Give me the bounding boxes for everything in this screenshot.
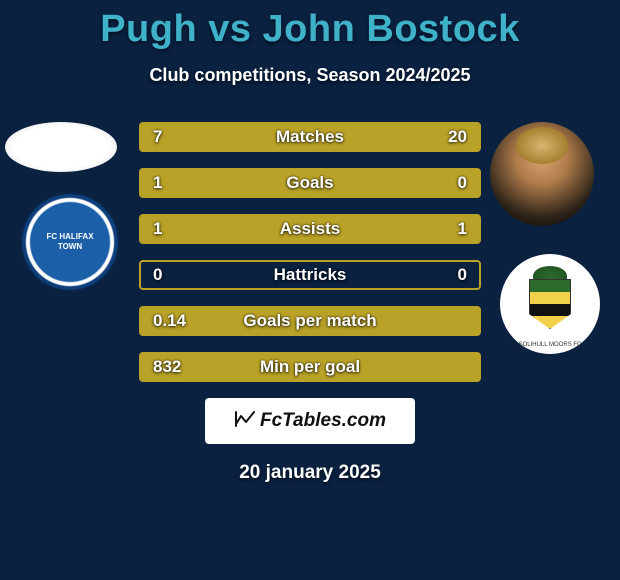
stat-value-right: 1 bbox=[399, 219, 479, 239]
stat-label: Hattricks bbox=[221, 265, 399, 285]
stat-row: 832Min per goal bbox=[139, 352, 481, 382]
stat-label: Min per goal bbox=[221, 357, 399, 377]
stat-value-right: 0 bbox=[399, 265, 479, 285]
brand-badge: FcTables.com bbox=[205, 398, 415, 444]
club-right-shield-icon bbox=[529, 279, 571, 329]
comparison-panel: FC HALIFAXTOWN SOLIHULL MOORS FC 7Matche… bbox=[0, 122, 620, 484]
stat-label: Matches bbox=[221, 127, 399, 147]
club-right-name: SOLIHULL MOORS FC bbox=[519, 342, 582, 348]
brand-text: FcTables.com bbox=[260, 410, 386, 432]
stat-label: Assists bbox=[221, 219, 399, 239]
stat-row: 0.14Goals per match bbox=[139, 306, 481, 336]
player-left-avatar bbox=[5, 122, 117, 172]
stat-row: 1Goals0 bbox=[139, 168, 481, 198]
stat-value-left: 0 bbox=[141, 265, 221, 285]
stat-label: Goals bbox=[221, 173, 399, 193]
stat-row: 7Matches20 bbox=[139, 122, 481, 152]
player-right-club-badge: SOLIHULL MOORS FC bbox=[500, 254, 600, 354]
date-text: 20 january 2025 bbox=[8, 462, 612, 484]
brand-logo-icon bbox=[234, 410, 256, 433]
stat-value-left: 7 bbox=[141, 127, 221, 147]
stat-value-left: 1 bbox=[141, 219, 221, 239]
stat-value-left: 1 bbox=[141, 173, 221, 193]
stat-value-right: 0 bbox=[399, 173, 479, 193]
player-right-avatar bbox=[490, 122, 594, 226]
page-title: Pugh vs John Bostock bbox=[0, 0, 620, 51]
club-left-name: FC HALIFAXTOWN bbox=[46, 232, 93, 251]
stat-row: 0Hattricks0 bbox=[139, 260, 481, 290]
stat-label: Goals per match bbox=[221, 311, 399, 331]
stats-list: 7Matches201Goals01Assists10Hattricks00.1… bbox=[139, 122, 481, 382]
subtitle: Club competitions, Season 2024/2025 bbox=[0, 65, 620, 86]
stat-row: 1Assists1 bbox=[139, 214, 481, 244]
stat-value-right: 20 bbox=[399, 127, 479, 147]
stat-value-left: 0.14 bbox=[141, 311, 221, 331]
stat-value-left: 832 bbox=[141, 357, 221, 377]
player-left-club-badge: FC HALIFAXTOWN bbox=[20, 192, 120, 292]
